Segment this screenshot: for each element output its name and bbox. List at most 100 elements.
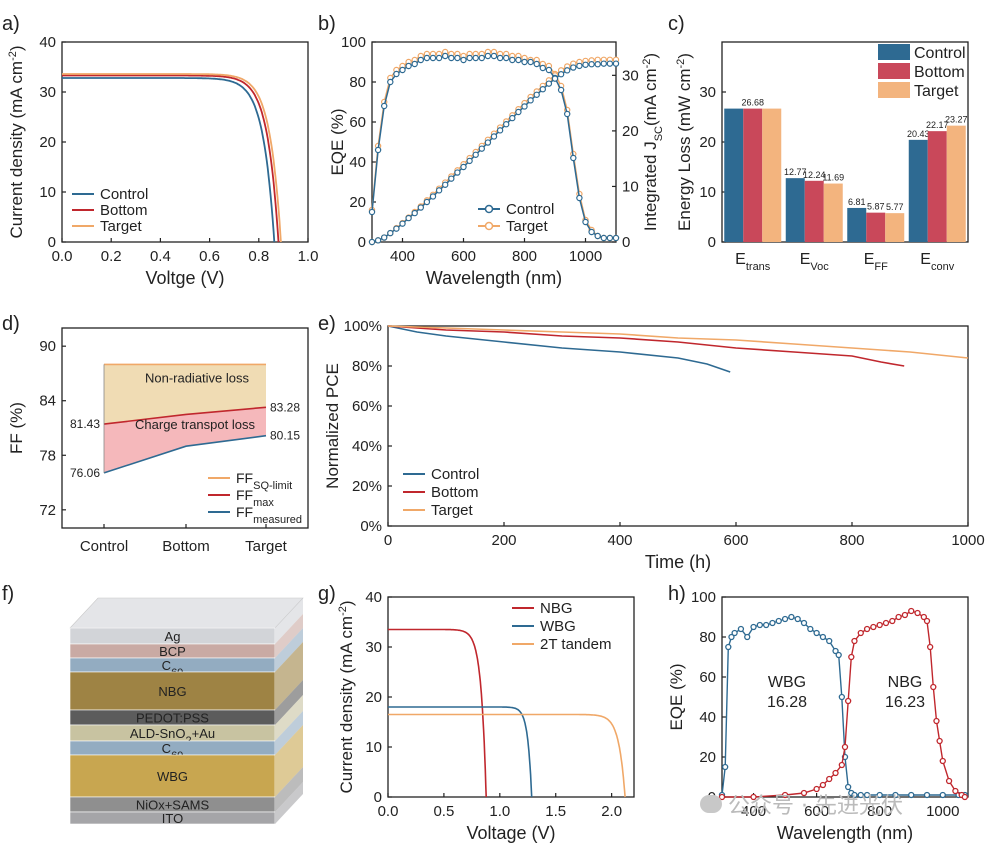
bar-value-label: 22.17	[926, 120, 949, 130]
eqe-line-control	[371, 55, 616, 239]
legend-label: Target	[100, 218, 143, 235]
jv-curve-nbg	[388, 628, 487, 798]
y-axis-title-part: -2	[337, 606, 349, 616]
panel-g-tandem-jv: 0.0 0.5 1.0 1.5 2.0 0 10 20 30 40 Voltage (V) Curre…	[337, 589, 635, 843]
panel-label-d: d)	[2, 313, 20, 335]
bar-value-label: 20.43	[907, 129, 930, 139]
eqe-point	[594, 232, 601, 240]
subcell-eqe-point	[920, 613, 927, 621]
y-tick-label: 100	[691, 589, 716, 606]
stack-layer-label: NBG	[158, 684, 186, 699]
bar-target	[885, 213, 905, 242]
annot-right-max: 83.28	[270, 400, 300, 414]
y-axis-title: Current density (mA cm-2)	[337, 600, 356, 793]
y2-tick-label: 30	[622, 67, 639, 84]
legend-label-part: SQ-limit	[253, 480, 292, 492]
subcell-eqe-point	[794, 615, 801, 623]
x-tick-label: 0.5	[433, 803, 454, 820]
y-tick-label: 40	[365, 589, 382, 606]
stack-layer-label: ITO	[162, 811, 183, 826]
jsc-point	[381, 234, 388, 241]
eqe-point	[411, 60, 418, 68]
x-tick-label: 600	[451, 248, 476, 265]
jsc-point	[435, 187, 443, 194]
eqe-point	[393, 70, 400, 78]
subcell-eqe-line-nbg	[722, 610, 966, 798]
x-tick-label: 600	[723, 532, 748, 549]
panel-e-stability: 0 200 400 600 800 1000 0% 20% 40% 60% 80% 100% Time …	[323, 318, 985, 572]
subcell-eqe-point	[914, 609, 921, 617]
y2-axis-title-part: Integrated J	[641, 141, 660, 231]
x-axis-title: Wavelength (nm)	[426, 268, 562, 288]
bar-target	[823, 183, 843, 242]
ff-line-measured	[103, 434, 267, 474]
x-category-label: EVoc	[800, 251, 830, 273]
legend-label: Bottom	[431, 484, 479, 501]
jsc-point	[527, 97, 534, 104]
y-axis-title-part: )	[675, 53, 694, 59]
stack-layer-side	[275, 614, 303, 658]
eqe-point	[423, 54, 431, 62]
wechat-icon	[700, 795, 722, 813]
stack-layer-side	[275, 680, 303, 725]
y-tick-label: 60	[699, 669, 716, 686]
x-axis-title: Wavelength (nm)	[777, 823, 913, 843]
x-tick-label: 800	[867, 803, 892, 820]
y-tick-label: 20	[39, 134, 56, 151]
x-tick-label: 0.2	[101, 248, 122, 265]
eqe-point	[399, 66, 406, 74]
subcell-eqe-point	[725, 643, 732, 651]
eqe-point	[582, 218, 589, 226]
subcell-eqe-point	[895, 613, 902, 621]
y2-axis-title-part: )	[641, 53, 660, 59]
y-tick-label: 80	[349, 74, 366, 91]
x-tick-label: 800	[512, 248, 537, 265]
legend-label: Target	[914, 83, 959, 100]
y-axis-title: Current density (mA cm-2)	[7, 45, 26, 238]
stack-layer	[69, 754, 276, 798]
x-category-label: Target	[245, 538, 288, 555]
x-tick-label: 0.6	[199, 248, 220, 265]
y-axis-title-part: )	[337, 600, 356, 606]
eqe-point	[466, 54, 473, 62]
subcell-eqe-point	[826, 775, 833, 783]
subcell-eqe-point	[788, 613, 795, 621]
eqe-point	[521, 58, 528, 66]
subcell-eqe-point	[863, 791, 871, 799]
legend-label: Bottom	[100, 202, 148, 219]
subcell-eqe-point	[927, 643, 934, 651]
x-category-label: Etrans	[735, 251, 771, 273]
bar-bottom	[804, 180, 824, 242]
eqe-point	[564, 110, 571, 118]
subcell-eqe-point	[728, 633, 735, 641]
y-tick-label: 20	[699, 749, 716, 766]
y-tick-label: 10	[39, 184, 56, 201]
y-tick-label: 78	[39, 447, 56, 464]
x-category-label-part: E	[920, 251, 931, 268]
plot-frame	[371, 41, 617, 243]
subcell-eqe-point	[819, 633, 827, 641]
subcell-eqe-point	[901, 611, 909, 619]
legend-label: WBG	[540, 618, 576, 635]
jsc-point	[600, 60, 608, 67]
bar-control	[785, 178, 805, 242]
stack-layer-label: PEDOT:PSS	[136, 711, 209, 726]
subcell-eqe-point	[756, 621, 763, 629]
jsc-point	[564, 67, 571, 74]
panel-d-ff-loss: 72 78 84 90 Control Bottom Target Non-radiative…	[7, 327, 309, 555]
jsc-point	[490, 133, 498, 140]
jv-curve-bottom	[62, 74, 280, 243]
jsc-point	[466, 157, 473, 165]
x-tick-label: 1000	[569, 248, 602, 265]
jsc-point	[387, 229, 394, 237]
bar-value-label: 6.81	[848, 197, 866, 207]
subcell-eqe-point	[936, 737, 943, 745]
legend-label-part: max	[253, 497, 274, 509]
subcell-eqe-point	[832, 769, 839, 777]
jv-curve-2t-tandem	[388, 713, 626, 798]
y-axis-title-part: Energy Loss (mW cm	[675, 68, 694, 230]
legend-label: Bottom	[914, 64, 965, 81]
panel-f-device-stack: AgBCPC60NBGPEDOT:PSSALD-SnO2+AuC60WBGNiO…	[69, 597, 304, 826]
x-axis-title: Time (h)	[645, 552, 711, 572]
